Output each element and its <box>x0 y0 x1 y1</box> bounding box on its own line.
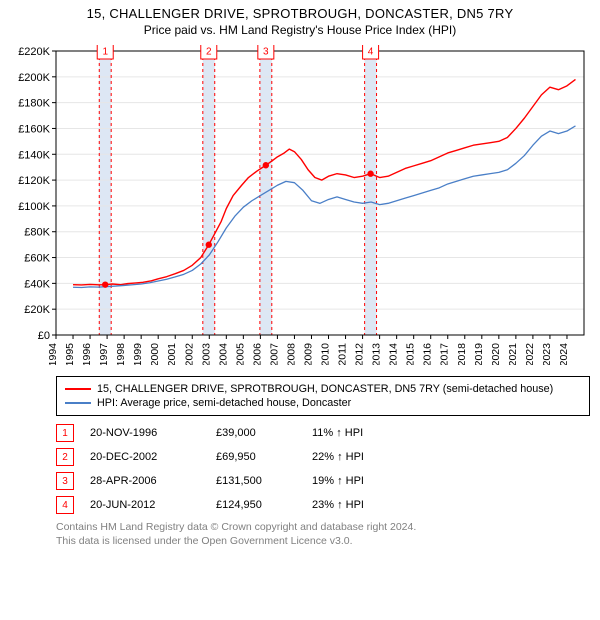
svg-text:4: 4 <box>368 47 374 58</box>
svg-text:2023: 2023 <box>541 343 553 365</box>
svg-text:2001: 2001 <box>166 343 178 365</box>
svg-text:£160K: £160K <box>18 123 50 135</box>
svg-text:2016: 2016 <box>422 343 434 365</box>
svg-text:3: 3 <box>263 47 269 58</box>
svg-text:1998: 1998 <box>115 343 127 365</box>
svg-text:2002: 2002 <box>183 343 195 365</box>
svg-text:2018: 2018 <box>456 343 468 365</box>
svg-text:£120K: £120K <box>18 175 50 187</box>
svg-text:1999: 1999 <box>132 343 144 365</box>
svg-text:2015: 2015 <box>405 343 417 365</box>
table-row: 1 20-NOV-1996 £39,000 11% ↑ HPI <box>56 424 590 442</box>
svg-text:2007: 2007 <box>268 343 280 365</box>
svg-text:1997: 1997 <box>98 343 110 365</box>
svg-text:2017: 2017 <box>439 343 451 365</box>
marker-number-box: 2 <box>56 448 74 466</box>
sale-marker-table: 1 20-NOV-1996 £39,000 11% ↑ HPI 2 20-DEC… <box>56 424 590 514</box>
svg-text:2012: 2012 <box>354 343 366 365</box>
svg-text:2019: 2019 <box>473 343 485 365</box>
svg-text:£100K: £100K <box>18 201 50 213</box>
svg-text:2008: 2008 <box>285 343 297 365</box>
table-row: 2 20-DEC-2002 £69,950 22% ↑ HPI <box>56 448 590 466</box>
table-row: 4 20-JUN-2012 £124,950 23% ↑ HPI <box>56 496 590 514</box>
marker-number-box: 3 <box>56 472 74 490</box>
marker-number-box: 1 <box>56 424 74 442</box>
marker-date: 28-APR-2006 <box>90 475 200 487</box>
svg-text:£20K: £20K <box>24 304 50 316</box>
svg-text:2013: 2013 <box>371 343 383 365</box>
line-chart-svg: £0 £20K £40K £60K £80K £100K £120K £140K £160K £1… <box>10 45 590 365</box>
svg-text:2014: 2014 <box>388 343 400 365</box>
svg-text:2010: 2010 <box>320 343 332 365</box>
svg-text:2011: 2011 <box>337 343 349 365</box>
svg-text:£0: £0 <box>38 330 50 342</box>
chart-container: { "title": { "line1": "15, CHALLENGER DR… <box>0 0 600 548</box>
marker-date: 20-NOV-1996 <box>90 427 200 439</box>
svg-text:2021: 2021 <box>507 343 519 365</box>
footer-line2: This data is licensed under the Open Gov… <box>56 534 590 548</box>
marker-date: 20-DEC-2002 <box>90 451 200 463</box>
svg-text:£80K: £80K <box>24 227 50 239</box>
svg-text:2022: 2022 <box>524 343 536 365</box>
svg-text:1: 1 <box>102 47 108 58</box>
table-row: 3 28-APR-2006 £131,500 19% ↑ HPI <box>56 472 590 490</box>
svg-text:2005: 2005 <box>234 343 246 365</box>
svg-text:2004: 2004 <box>217 343 229 365</box>
legend-label: 15, CHALLENGER DRIVE, SPROTBROUGH, DONCA… <box>97 383 553 395</box>
svg-text:£40K: £40K <box>24 278 50 290</box>
marker-pct: 23% ↑ HPI <box>312 499 402 511</box>
footer-line1: Contains HM Land Registry data © Crown c… <box>56 520 590 534</box>
svg-text:2: 2 <box>206 47 212 58</box>
marker-pct: 22% ↑ HPI <box>312 451 402 463</box>
legend-label: HPI: Average price, semi-detached house,… <box>97 397 351 409</box>
legend-swatch <box>65 388 91 390</box>
title-line1: 15, CHALLENGER DRIVE, SPROTBROUGH, DONCA… <box>0 6 600 21</box>
chart-plot-area: £0 £20K £40K £60K £80K £100K £120K £140K £160K £1… <box>10 45 590 370</box>
svg-text:1996: 1996 <box>81 343 93 365</box>
svg-text:£220K: £220K <box>18 46 50 58</box>
svg-text:£180K: £180K <box>18 98 50 110</box>
svg-text:2020: 2020 <box>490 343 502 365</box>
marker-pct: 19% ↑ HPI <box>312 475 402 487</box>
svg-text:2006: 2006 <box>251 343 263 365</box>
marker-number-box: 4 <box>56 496 74 514</box>
marker-price: £39,000 <box>216 427 296 439</box>
svg-text:£60K: £60K <box>24 253 50 265</box>
legend-swatch <box>65 402 91 404</box>
footer-attribution: Contains HM Land Registry data © Crown c… <box>56 520 590 548</box>
svg-text:2009: 2009 <box>302 343 314 365</box>
svg-text:1995: 1995 <box>64 343 76 365</box>
legend-item: HPI: Average price, semi-detached house,… <box>65 397 581 409</box>
svg-text:1994: 1994 <box>47 343 59 365</box>
marker-price: £124,950 <box>216 499 296 511</box>
marker-price: £69,950 <box>216 451 296 463</box>
marker-pct: 11% ↑ HPI <box>312 427 402 439</box>
svg-text:£200K: £200K <box>18 72 50 84</box>
svg-text:2000: 2000 <box>149 343 161 365</box>
marker-price: £131,500 <box>216 475 296 487</box>
svg-text:2003: 2003 <box>200 343 212 365</box>
marker-date: 20-JUN-2012 <box>90 499 200 511</box>
svg-text:2024: 2024 <box>558 343 570 365</box>
svg-text:£140K: £140K <box>18 149 50 161</box>
legend-box: 15, CHALLENGER DRIVE, SPROTBROUGH, DONCA… <box>56 376 590 416</box>
chart-title-block: 15, CHALLENGER DRIVE, SPROTBROUGH, DONCA… <box>0 0 600 37</box>
legend-item: 15, CHALLENGER DRIVE, SPROTBROUGH, DONCA… <box>65 383 581 395</box>
title-line2: Price paid vs. HM Land Registry's House … <box>0 23 600 37</box>
